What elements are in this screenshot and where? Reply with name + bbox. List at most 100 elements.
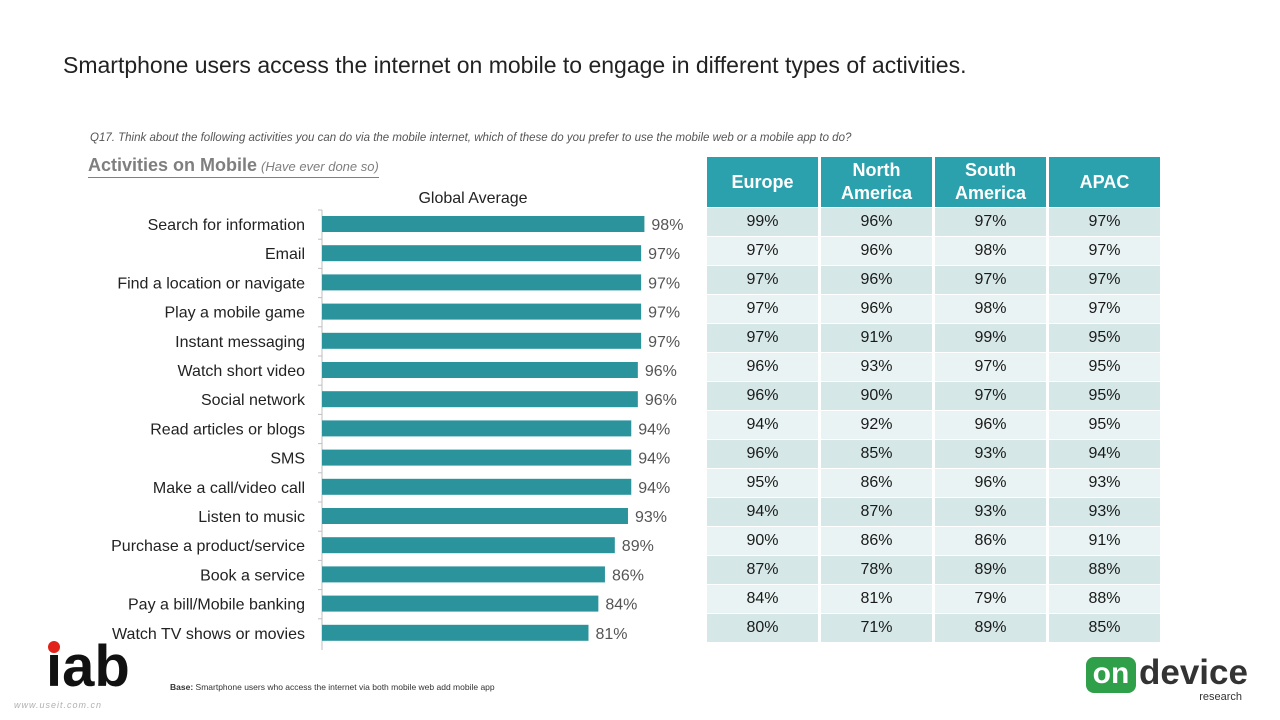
table-cell: 79% [933,584,1049,614]
value-label: 97% [648,334,680,351]
ondevice-logo: on device research [1086,653,1256,705]
value-label: 84% [605,597,637,614]
table-cell: 98% [933,294,1049,324]
table-cell: 97% [707,294,821,324]
region-table: Europe North America South America APAC … [707,157,1160,642]
table-cell: 90% [819,381,935,411]
table-cell: 99% [707,207,821,237]
table-cell: 95% [1047,323,1160,353]
table-cell: 94% [707,410,821,440]
iab-logo: iab [46,638,130,693]
value-label: 97% [648,305,680,322]
bar [322,245,642,262]
category-label: Find a location or navigate [117,275,305,292]
table-cell: 87% [819,497,935,527]
table-cell: 97% [1047,207,1160,237]
table-cell: 99% [933,323,1049,353]
table-cell: 78% [819,555,935,585]
table-cell: 97% [707,236,821,266]
category-label: Play a mobile game [164,305,305,322]
table-row: 94% 87% 93% 93% [707,497,1160,527]
table-row: 97% 96% 98% 97% [707,294,1160,324]
bar [322,449,632,466]
table-cell: 91% [1047,526,1160,556]
table-cell: 97% [933,352,1049,382]
bar [322,332,642,349]
category-label: Make a call/video call [153,480,305,497]
category-label: Listen to music [198,509,305,526]
watermark: www.useit.com.cn [14,700,103,710]
chart-title: Global Average [418,190,528,207]
table-cell: 86% [819,526,935,556]
bar [322,508,628,524]
bar [322,362,638,378]
ondevice-word: device [1139,653,1248,692]
table-cell: 94% [707,497,821,527]
table-cell: 97% [1047,236,1160,266]
table-cell: 97% [707,265,821,295]
bar [322,566,605,583]
header-apac: APAC [1047,157,1160,208]
table-cell: 96% [819,265,935,295]
category-label: Read articles or blogs [150,421,305,438]
table-cell: 91% [819,323,935,353]
category-label: Search for information [148,217,305,234]
region-table-header-row: Europe North America South America APAC [707,157,1160,208]
value-label: 96% [645,363,677,380]
table-cell: 97% [1047,265,1160,295]
value-label: 94% [638,480,670,497]
value-label: 89% [622,538,654,555]
category-label: Book a service [200,567,305,584]
value-label: 98% [651,217,683,234]
table-cell: 93% [819,352,935,382]
table-row: 94% 92% 96% 95% [707,410,1160,440]
table-row: 96% 90% 97% 95% [707,381,1160,411]
table-cell: 96% [707,352,821,382]
survey-question: Q17. Think about the following activitie… [90,132,852,144]
header-europe: Europe [707,157,821,208]
table-cell: 94% [1047,439,1160,469]
table-cell: 85% [819,439,935,469]
table-row: 99% 96% 97% 97% [707,207,1160,237]
bar [322,420,632,437]
category-label: Email [265,246,305,263]
page-title: Smartphone users access the internet on … [63,52,967,78]
table-row: 95% 86% 96% 93% [707,468,1160,498]
subtitle-paren: (Have ever done so) [261,159,379,174]
value-label: 94% [638,421,670,438]
table-cell: 96% [819,207,935,237]
ondevice-sub: research [1199,691,1242,703]
category-label: Watch short video [178,363,306,380]
ondevice-badge: on [1086,657,1136,693]
bar [322,537,615,554]
iab-logo-dot [48,641,60,653]
value-label: 96% [645,392,677,409]
table-cell: 96% [933,410,1049,440]
table-cell: 92% [819,410,935,440]
table-row: 84% 81% 79% 88% [707,584,1160,614]
table-row: 87% 78% 89% 88% [707,555,1160,585]
table-row: 90% 86% 86% 91% [707,526,1160,556]
table-row: 80% 71% 89% 85% [707,613,1160,642]
table-row: 97% 91% 99% 95% [707,323,1160,353]
value-label: 81% [595,626,627,643]
table-cell: 93% [933,497,1049,527]
global-average-bar-chart: Search for information 98% Email 97% Find a … [111,209,683,650]
bar [322,274,642,291]
table-cell: 81% [819,584,935,614]
value-label: 93% [635,509,667,526]
category-label: Instant messaging [175,334,305,351]
base-note-text: Smartphone users who access the internet… [195,682,495,692]
value-label: 97% [648,246,680,263]
table-cell: 80% [707,613,821,642]
table-cell: 96% [819,236,935,266]
base-note: Base: Smartphone users who access the in… [170,682,495,692]
value-label: 86% [612,567,644,584]
bar [322,303,642,320]
table-cell: 97% [933,207,1049,237]
table-row: 96% 85% 93% 94% [707,439,1160,469]
table-cell: 97% [933,381,1049,411]
table-row: 96% 93% 97% 95% [707,352,1160,382]
table-cell: 87% [707,555,821,585]
table-cell: 86% [933,526,1049,556]
